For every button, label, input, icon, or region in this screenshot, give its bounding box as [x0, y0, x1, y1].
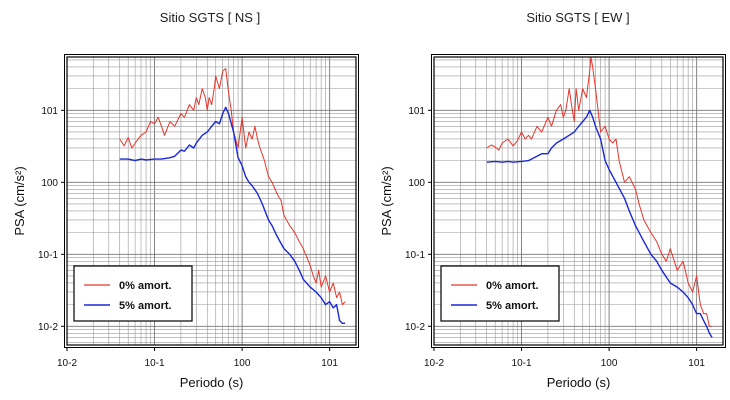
x-tick-label: 10-2: [57, 358, 77, 369]
x-axis-label: Periodo (s): [547, 375, 611, 390]
legend: 0% amort. 5% amort.: [73, 265, 193, 322]
chart-panel-1: Sitio SGTS [ NS ] 10-2 10-1 100 101 10-2 10-1 1…: [12, 10, 359, 390]
legend-box: [73, 265, 193, 322]
legend-box: [440, 265, 560, 322]
series-line-damping-5: [119, 106, 346, 324]
legend-label: 0% amort.: [486, 280, 539, 292]
frame-inner: [66, 56, 357, 346]
frame-outer: [431, 54, 726, 348]
series-line-damping-0: [486, 57, 713, 327]
x-tick-label: 100: [601, 358, 618, 369]
x-axis-label: Periodo (s): [180, 375, 244, 390]
series-line-damping-0: [119, 68, 346, 306]
y-tick-label: 10-1: [38, 250, 58, 261]
chart-title: Sitio SGTS [ EW ]: [526, 10, 629, 25]
x-tick-label: 10-1: [145, 358, 165, 369]
y-tick-label: 101: [41, 106, 58, 117]
series-line-damping-5: [486, 109, 713, 338]
x-tick-label: 101: [688, 358, 705, 369]
frame-outer: [64, 54, 359, 348]
legend-label: 0% amort.: [119, 280, 172, 292]
legend-label: 5% amort.: [119, 300, 172, 312]
y-tick-label: 100: [41, 178, 58, 189]
y-axis-label: PSA (cm/s²): [379, 166, 394, 235]
x-tick-label: 100: [234, 358, 251, 369]
y-tick-label: 101: [408, 106, 425, 117]
chart-title: Sitio SGTS [ NS ]: [160, 10, 260, 25]
x-tick-label: 10-2: [424, 358, 444, 369]
frame-inner: [433, 56, 724, 346]
chart-panel-2: Sitio SGTS [ EW ] 10-2 10-1 100 101 10-2 10-1 1…: [379, 10, 726, 390]
y-axis-label: PSA (cm/s²): [12, 166, 27, 235]
y-tick-label: 100: [408, 178, 425, 189]
legend-label: 5% amort.: [486, 300, 539, 312]
y-tick-label: 10-2: [38, 322, 58, 333]
x-tick-label: 101: [321, 358, 338, 369]
legend: 0% amort. 5% amort.: [440, 265, 560, 322]
x-tick-label: 10-1: [512, 358, 532, 369]
y-tick-label: 10-1: [405, 250, 425, 261]
y-tick-label: 10-2: [405, 322, 425, 333]
